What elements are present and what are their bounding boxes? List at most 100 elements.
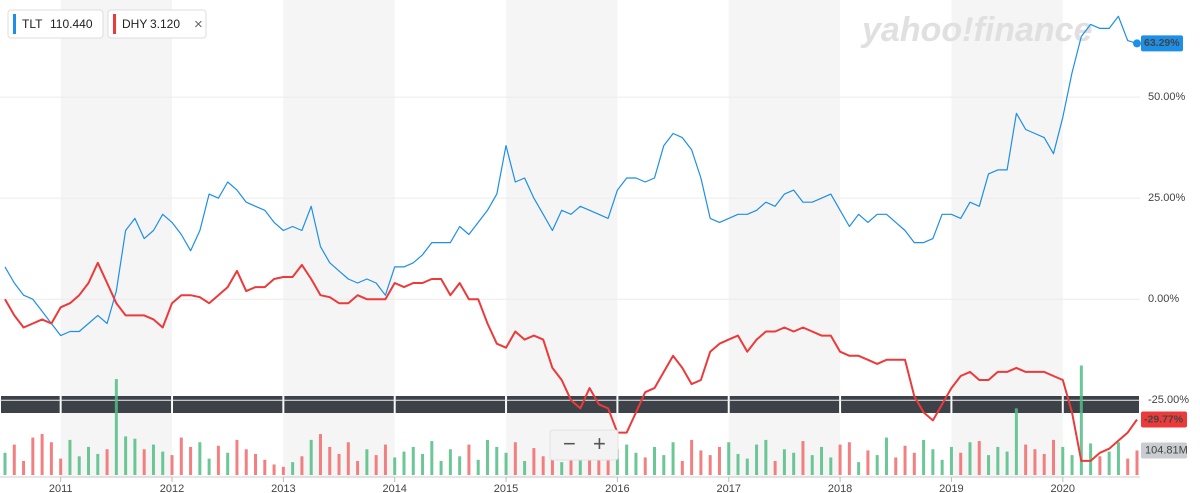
x-tick-label: 2014 <box>382 483 406 493</box>
event-strip <box>618 396 728 413</box>
volume-bar <box>411 446 415 475</box>
volume-bar <box>87 446 91 475</box>
volume-bar <box>671 442 675 475</box>
volume-bar <box>124 436 128 475</box>
volume-bar <box>782 449 786 475</box>
volume-bar <box>931 449 935 475</box>
event-strip <box>1 396 60 413</box>
volume-bar <box>291 462 295 475</box>
volume-bar <box>1033 449 1037 475</box>
volume-bar <box>328 446 332 475</box>
volume-bar <box>847 442 851 475</box>
volume-bar <box>708 455 712 475</box>
volume-bar <box>523 460 527 475</box>
volume-bar <box>374 455 378 475</box>
volume-bar <box>643 457 647 475</box>
volume-bar <box>977 441 981 475</box>
volume-bar <box>736 453 740 475</box>
volume-bar <box>829 457 833 475</box>
volume-bar <box>615 449 619 475</box>
legend-close[interactable]: × <box>194 16 203 33</box>
volume-bar <box>634 452 638 475</box>
volume-bar <box>690 439 694 475</box>
volume-bar <box>448 449 452 475</box>
volume-bar <box>430 441 434 475</box>
volume-bar <box>801 441 805 475</box>
legend-swatch <box>13 14 16 34</box>
volume-bar <box>1014 408 1018 475</box>
volume-bar <box>959 452 963 475</box>
volume-bar <box>884 437 888 475</box>
volume-bar <box>1098 456 1102 475</box>
volume-bar <box>198 442 202 475</box>
volume-bar <box>588 451 592 475</box>
volume-bar <box>142 449 146 475</box>
event-strip <box>1063 396 1139 413</box>
volume-bar <box>40 434 44 475</box>
legend-quote: 3.120 <box>150 17 180 31</box>
volume-bar <box>151 444 155 475</box>
volume-bar <box>875 455 879 475</box>
volume-bar <box>773 460 777 475</box>
volume-bar <box>114 379 118 475</box>
volume-bar <box>272 464 276 475</box>
legend-quote: 110.440 <box>50 17 93 31</box>
volume-bar <box>244 449 248 475</box>
volume-bar <box>77 456 81 475</box>
zoom-panel <box>549 429 619 461</box>
volume-bar <box>300 456 304 475</box>
event-strip <box>952 396 1062 413</box>
volume-bar <box>170 455 174 475</box>
legend-box <box>7 9 104 39</box>
zoom-in[interactable]: + <box>593 431 606 456</box>
volume-bar <box>968 442 972 475</box>
volume-bar <box>31 437 35 475</box>
series-line <box>4 15 1138 337</box>
volume-bar <box>1107 451 1111 475</box>
x-tick-label: 2011 <box>49 483 73 493</box>
volume-label: 104.81M <box>1145 444 1188 456</box>
volume-bar <box>755 444 759 475</box>
volume-bar <box>513 442 517 475</box>
volume-bar <box>912 452 916 475</box>
volume-bar <box>12 444 16 475</box>
volume-bar <box>532 448 536 475</box>
event-strip <box>173 396 283 413</box>
volume-bar <box>820 446 824 475</box>
volume-bar <box>987 455 991 475</box>
y-tick-label: 50.00% <box>1148 91 1186 103</box>
x-tick-label: 2017 <box>716 483 740 493</box>
volume-bar <box>281 466 285 475</box>
volume-bar <box>717 446 721 475</box>
volume-bar <box>560 462 564 475</box>
volume-bar <box>922 439 926 475</box>
legend-box <box>107 9 207 39</box>
volume-bar <box>1061 446 1065 475</box>
volume-bar <box>467 444 471 475</box>
volume-bar <box>458 456 462 475</box>
background <box>1 0 1139 478</box>
volume-bar <box>402 451 406 475</box>
volume-bar <box>680 460 684 475</box>
x-tick-label: 2013 <box>271 483 295 493</box>
volume-bar <box>207 458 211 475</box>
volume-bar <box>1051 439 1055 475</box>
volume-bar <box>68 439 72 475</box>
volume-bar <box>179 437 183 475</box>
end-marker <box>1133 39 1141 48</box>
volume-bar <box>421 453 425 475</box>
zoom-out[interactable]: − <box>563 431 576 456</box>
y-tick-label: 0.00% <box>1148 293 1179 305</box>
volume-bar <box>309 439 313 475</box>
event-strip <box>395 396 506 413</box>
volume-bar <box>866 450 870 475</box>
legend-name: TLT <box>22 17 43 31</box>
volume-bar <box>3 452 7 475</box>
volume-bar <box>383 444 387 475</box>
volume-bar <box>216 445 220 475</box>
volume-bar <box>439 460 443 475</box>
volume-bar <box>662 455 666 475</box>
volume-bar <box>894 457 898 475</box>
volume-bar <box>940 459 944 475</box>
